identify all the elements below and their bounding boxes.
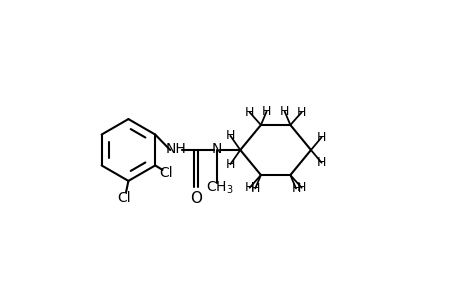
Text: Cl: Cl <box>117 191 130 205</box>
Text: Cl: Cl <box>159 166 173 180</box>
Text: H: H <box>225 129 235 142</box>
Text: H: H <box>280 105 289 118</box>
Text: H: H <box>316 156 325 169</box>
Text: H: H <box>244 106 254 119</box>
Text: H: H <box>291 182 300 195</box>
Text: N: N <box>211 142 221 156</box>
Text: NH: NH <box>165 142 185 156</box>
Text: H: H <box>297 106 306 119</box>
Text: H: H <box>261 105 271 118</box>
Text: H: H <box>297 181 306 194</box>
Text: H: H <box>225 158 235 171</box>
Text: H: H <box>250 182 259 195</box>
Text: H: H <box>316 131 325 144</box>
Text: O: O <box>190 190 202 206</box>
Text: H: H <box>244 181 254 194</box>
Text: CH$_3$: CH$_3$ <box>206 180 233 196</box>
